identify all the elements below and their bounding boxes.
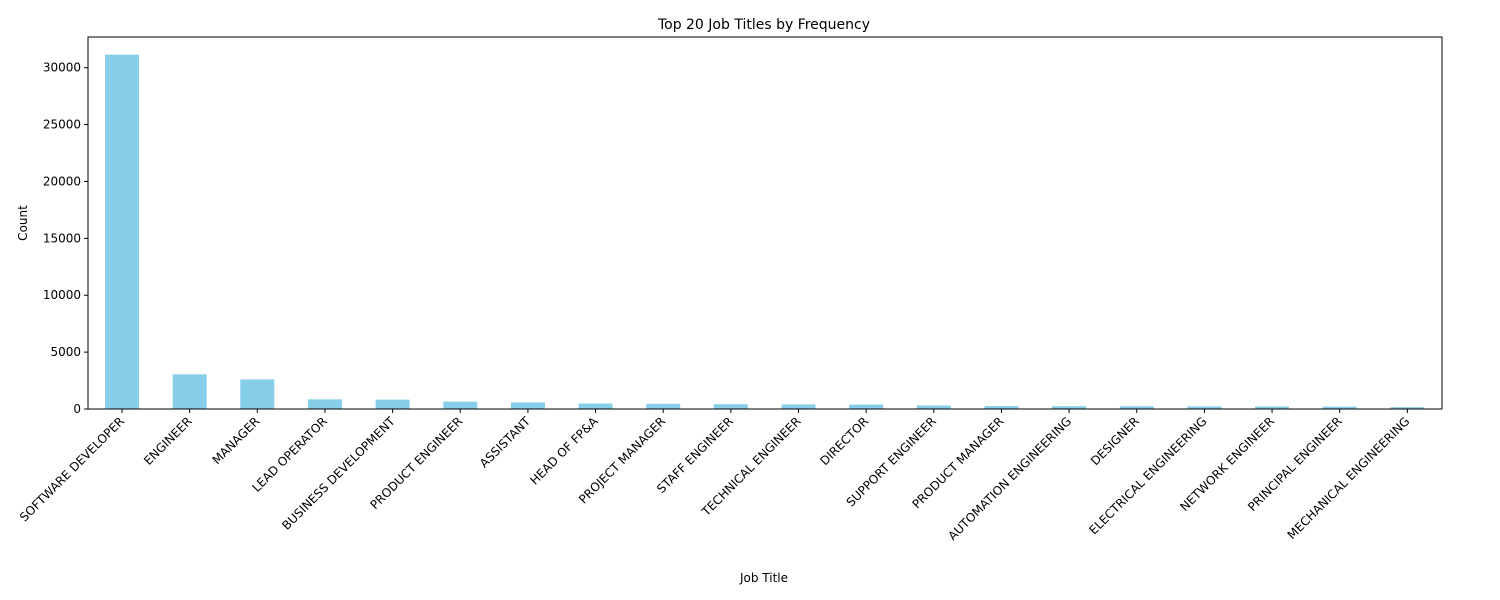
- bar-18: [1322, 406, 1357, 409]
- chart-title: Top 20 Job Titles by Frequency: [657, 17, 870, 33]
- bar-12: [916, 405, 951, 409]
- x-tick-label: SOFTWARE DEVELOPER: [17, 414, 127, 524]
- x-tick-label: ASSISTANT: [477, 414, 534, 471]
- bar-17: [1255, 406, 1290, 409]
- bar-19: [1390, 407, 1425, 409]
- x-tick-label: HEAD OF FP&A: [527, 414, 601, 488]
- x-axis-title: Job Title: [739, 571, 788, 585]
- x-tick-label: AUTOMATION ENGINEERING: [945, 414, 1074, 543]
- bars-group: [105, 54, 1425, 409]
- bar-2: [240, 379, 275, 409]
- x-tick-label: MANAGER: [210, 414, 263, 467]
- y-tick-label: 30000: [43, 61, 81, 75]
- bar-9: [713, 404, 748, 409]
- bar-15: [1119, 406, 1154, 409]
- x-tick-label: MECHANICAL ENGINEERING: [1285, 414, 1413, 542]
- y-tick-label: 20000: [43, 174, 81, 188]
- bar-10: [781, 404, 816, 409]
- x-tick-label: DIRECTOR: [817, 414, 871, 468]
- bar-16: [1187, 406, 1222, 409]
- bar-1: [172, 374, 207, 409]
- x-tick-label: ENGINEER: [141, 414, 195, 468]
- y-axis-title: Count: [16, 205, 30, 241]
- bar-5: [443, 401, 478, 409]
- bar-7: [578, 403, 613, 409]
- x-tick-label: BUSINESS DEVELOPMENT: [279, 414, 398, 533]
- bar-4: [375, 399, 410, 409]
- y-tick-label: 25000: [43, 118, 81, 132]
- x-tick-label: DESIGNER: [1088, 414, 1142, 468]
- y-tick-label: 10000: [43, 288, 81, 302]
- bar-11: [849, 404, 884, 409]
- bar-3: [307, 399, 342, 409]
- plot-frame: [87, 36, 1443, 410]
- bar-14: [1052, 406, 1087, 409]
- y-tick-label: 0: [73, 402, 81, 416]
- bar-0: [105, 54, 139, 409]
- y-axis: 0 5000 10000 15000 20000 25000 30000: [43, 61, 88, 416]
- bar-6: [510, 402, 545, 409]
- y-tick-label: 5000: [50, 345, 81, 359]
- bar-8: [646, 403, 681, 409]
- x-tick-label: ELECTRICAL ENGINEERING: [1086, 414, 1209, 537]
- bar-13: [984, 406, 1019, 409]
- y-tick-label: 15000: [43, 231, 81, 245]
